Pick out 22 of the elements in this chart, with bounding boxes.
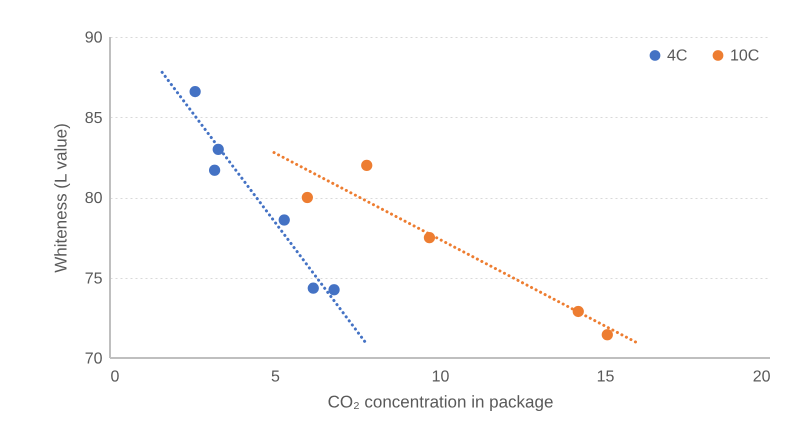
y-tick-label: 90 [84, 30, 103, 46]
x-tick-label: 15 [596, 368, 614, 386]
point [300, 190, 314, 204]
y-tick-label: 80 [84, 190, 103, 207]
point [208, 164, 222, 177]
point [360, 158, 374, 172]
y-tick-label: 85 [84, 110, 103, 127]
y-axis-title: Whiteness (L value) [52, 123, 71, 273]
x-tick-label: 5 [271, 368, 280, 386]
y-tick-label: 70 [84, 350, 103, 368]
legend-label: 4C [667, 47, 688, 64]
point [278, 213, 291, 227]
legend-label: 10C [730, 47, 760, 64]
point [306, 282, 320, 295]
point [188, 84, 202, 98]
x-axis-title: CO₂ concentration in package [328, 392, 554, 412]
x-tick-label: 20 [752, 368, 771, 386]
x-tick-label: 0 [110, 368, 120, 386]
y-tick-label: 75 [84, 270, 103, 288]
point [327, 283, 341, 296]
x-tick-label: 10 [432, 368, 450, 386]
point [600, 328, 614, 342]
